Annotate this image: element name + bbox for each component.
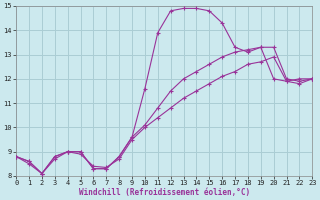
- X-axis label: Windchill (Refroidissement éolien,°C): Windchill (Refroidissement éolien,°C): [79, 188, 250, 197]
